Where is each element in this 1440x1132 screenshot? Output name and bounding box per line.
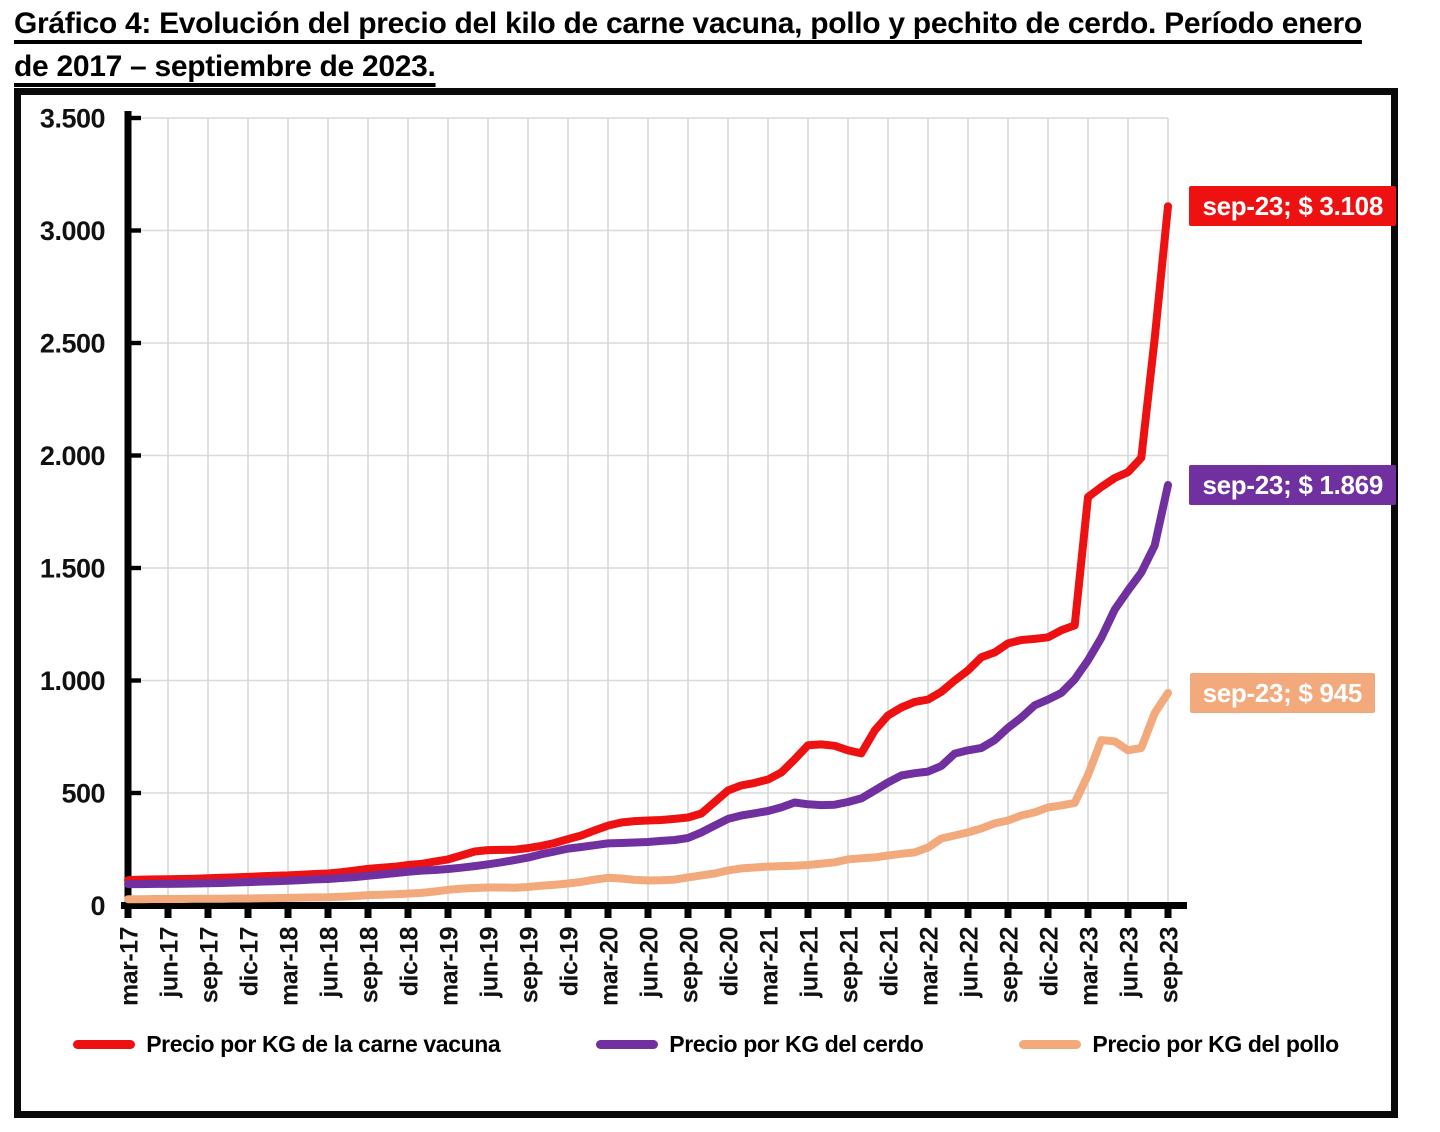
x-tick [324, 909, 332, 918]
x-tick-label: jun-19 [476, 927, 504, 999]
x-tick [124, 909, 132, 918]
x-tick [844, 909, 852, 918]
legend-item-chicken: Precio por KG del pollo [1019, 1031, 1339, 1058]
y-tick-label: 500 [61, 779, 105, 809]
x-tick [604, 909, 612, 918]
x-tick [444, 909, 452, 918]
y-tick-label: 2.000 [40, 441, 105, 471]
x-tick [1004, 909, 1012, 918]
x-tick [364, 909, 372, 918]
x-tick-label: dic-22 [1036, 927, 1064, 996]
x-tick [524, 909, 532, 918]
series-pork [124, 481, 1172, 889]
y-tick [131, 903, 141, 908]
x-tick-label: mar-23 [1076, 927, 1104, 1006]
x-tick [644, 909, 652, 918]
legend: Precio por KG de la carne vacuna Precio … [21, 1031, 1391, 1058]
y-tick-label: 3.500 [40, 104, 105, 134]
x-tick [884, 909, 892, 918]
y-tick [131, 565, 141, 571]
x-tick-label: sep-23 [1156, 927, 1184, 1003]
x-tick [924, 909, 932, 918]
x-tick [724, 909, 732, 918]
x-tick [284, 909, 292, 918]
x-tick [564, 909, 572, 918]
chicken-endpoint-label: sep-23; $ 945 [1189, 672, 1375, 713]
x-tick [404, 909, 412, 918]
x-tick [204, 909, 212, 918]
legend-item-pork: Precio por KG del cerdo [596, 1031, 924, 1058]
x-tick-label: jun-18 [316, 926, 344, 998]
x-tick [964, 909, 972, 918]
y-tick [131, 453, 141, 458]
y-axis [124, 111, 132, 909]
y-tick-label: 0 [90, 891, 105, 921]
beef-line-swatch [73, 1040, 136, 1049]
x-tick [684, 909, 692, 918]
beef-endpoint-label: sep-23; $ 3.108 [1189, 186, 1396, 227]
x-tick-label: dic-19 [556, 927, 584, 996]
x-tick-label: mar-18 [276, 926, 304, 1006]
x-tick-label: mar-21 [756, 926, 784, 1006]
y-tick [131, 115, 141, 121]
legend-item-beef: Precio por KG de la carne vacuna [73, 1031, 501, 1058]
y-tick [131, 790, 141, 796]
pork-line-swatch [596, 1040, 659, 1049]
chart-frame: 0 500 1.000 1.500 2.000 2.500 3.000 3.500 mar-17… [14, 88, 1398, 1118]
x-tick-label: mar-20 [596, 927, 624, 1006]
x-tick-label: jun-17 [156, 927, 184, 999]
x-tick-label: mar-19 [436, 927, 464, 1006]
pork-endpoint-label: sep-23; $ 1.869 [1189, 464, 1396, 505]
y-tick-label: 2.500 [40, 329, 105, 359]
x-tick [764, 909, 772, 918]
legend-label-pork: Precio por KG del cerdo [669, 1031, 924, 1057]
x-tick-label: sep-20 [676, 927, 704, 1003]
x-tick [164, 909, 172, 918]
legend-label-beef: Precio por KG de la carne vacuna [146, 1031, 501, 1057]
chicken-line-swatch [1019, 1040, 1082, 1049]
x-tick-label: sep-17 [196, 927, 224, 1003]
x-tick-label: dic-17 [236, 927, 264, 996]
x-tick-label: sep-18 [356, 926, 384, 1003]
series-beef [124, 202, 1172, 885]
x-tick [1084, 909, 1092, 918]
x-tick [244, 909, 252, 918]
y-tick [131, 678, 141, 683]
x-tick [1124, 909, 1132, 918]
x-tick-label: dic-21 [876, 926, 904, 996]
figure-title-line2: de 2017 – septiembre de 2023. [14, 50, 436, 83]
x-tick-label: dic-20 [716, 927, 744, 996]
x-tick-label: mar-17 [116, 927, 144, 1006]
x-tick-label: sep-21 [836, 926, 864, 1003]
y-tick-label: 3.000 [40, 216, 105, 246]
y-tick-label: 1.000 [40, 666, 105, 696]
x-tick [1164, 909, 1172, 918]
x-tick-label: dic-18 [396, 926, 424, 996]
x-tick-label: sep-19 [516, 927, 544, 1003]
x-tick-label: jun-21 [796, 926, 824, 998]
x-tick-label: mar-22 [916, 927, 944, 1006]
y-tick [131, 340, 141, 346]
price-line-chart: 0 500 1.000 1.500 2.000 2.500 3.000 3.500 mar-17… [40, 104, 1187, 1006]
x-tick-label: jun-20 [636, 927, 664, 999]
legend-label-chicken: Precio por KG del pollo [1092, 1031, 1339, 1057]
y-tick [131, 228, 141, 233]
x-tick-label: jun-22 [956, 927, 984, 999]
x-tick [804, 909, 812, 918]
x-tick [1044, 909, 1052, 918]
x-tick-label: sep-22 [996, 927, 1024, 1003]
x-tick-label: jun-23 [1116, 927, 1144, 999]
figure-title-line1: Gráfico 4: Evolución del precio del kilo… [14, 7, 1362, 40]
x-tick [484, 909, 492, 918]
x-axis [121, 902, 1187, 909]
figure-title: Gráfico 4: Evolución del precio del kilo… [14, 2, 1428, 88]
series-chicken [124, 688, 1172, 904]
y-tick-label: 1.500 [40, 554, 105, 584]
